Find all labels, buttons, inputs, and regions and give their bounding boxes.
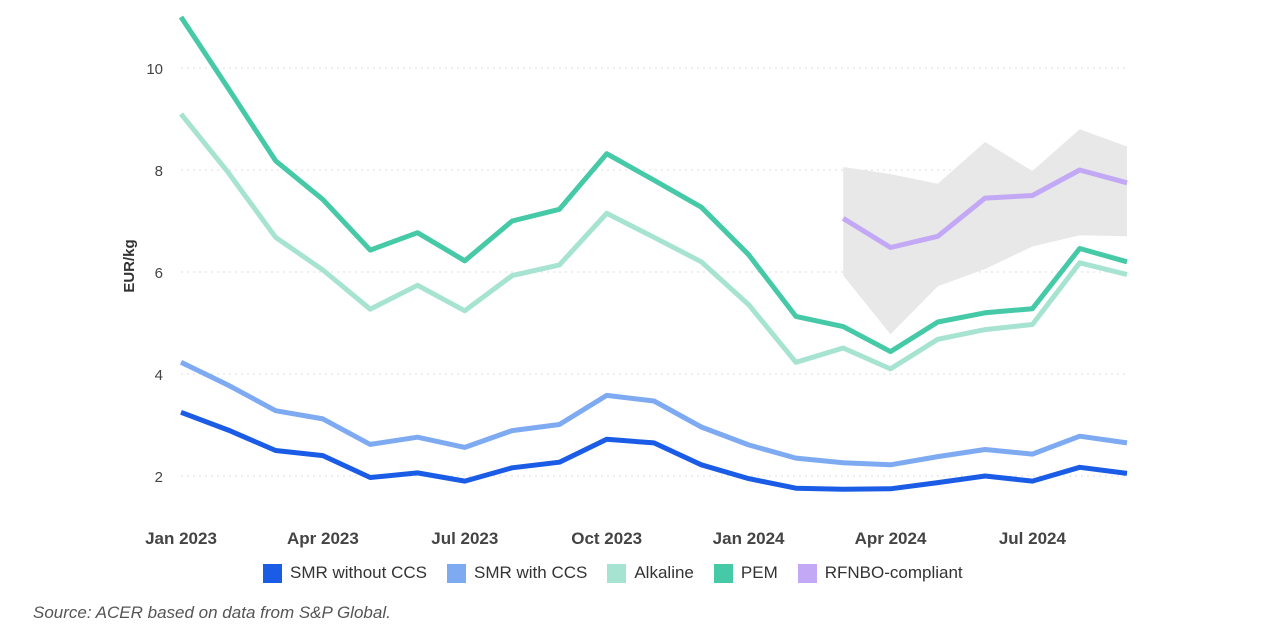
x-tick-label-5: Apr 2024: [855, 529, 927, 548]
source-note: Source: ACER based on data from S&P Glob…: [33, 603, 391, 622]
chart-legend: SMR without CCS SMR with CCS Alkaline PE…: [263, 561, 963, 585]
series-line-smr-with-ccs: [179, 360, 1128, 468]
y-tick-label-2: 2: [155, 469, 163, 486]
legend-label-pem: PEM: [740, 563, 778, 582]
legend-label-smr-without-ccs: SMR without CCS: [290, 563, 427, 582]
legend-item-pem: PEM: [713, 563, 778, 583]
legend-label-smr-with-ccs: SMR with CCS: [473, 563, 588, 582]
legend-swatch-smr-without-ccs: [263, 563, 282, 583]
y-tick-label-10: 10: [146, 61, 163, 78]
x-tick-label-4: Jan 2024: [713, 529, 785, 548]
x-tick-label-0: Jan 2023: [145, 529, 217, 548]
legend-label-rfnbo-compliant: RFNBO-compliant: [824, 563, 963, 582]
x-tick-label-2: Jul 2023: [431, 529, 498, 548]
y-axis-title: EUR/kg: [121, 239, 138, 292]
line-chart: 2 4 6 8 10 EUR/kg Jan 2023 Apr 2023 Jul 2023 Oct …: [121, 15, 1128, 548]
series-line-alkaline: [179, 112, 1128, 372]
y-tick-label-8: 8: [155, 163, 163, 180]
legend-swatch-pem: [713, 563, 733, 583]
y-tick-label-4: 4: [155, 367, 163, 384]
legend-swatch-rfnbo-compliant: [797, 563, 817, 583]
legend-item-alkaline: Alkaline: [607, 563, 694, 583]
series-line-rfnbo-compliant: [841, 167, 1128, 250]
x-tick-label-3: Oct 2023: [571, 529, 642, 548]
legend-label-alkaline: Alkaline: [634, 563, 694, 582]
legend-item-rfnbo-compliant: RFNBO-compliant: [797, 563, 963, 583]
legend-swatch-alkaline: [607, 563, 627, 583]
legend-item-smr-without-ccs: SMR without CCS: [263, 563, 427, 583]
legend-item-smr-with-ccs: SMR with CCS: [446, 563, 588, 583]
series-line-pem: [178, 15, 1128, 355]
legend-swatch-smr-with-ccs: [446, 563, 466, 583]
x-tick-label-1: Apr 2023: [287, 529, 359, 548]
rfnbo-range-band: [843, 129, 1127, 335]
series-line-smr-without-ccs: [180, 409, 1128, 492]
x-tick-label-6: Jul 2024: [999, 529, 1067, 548]
y-tick-label-6: 6: [155, 265, 163, 282]
